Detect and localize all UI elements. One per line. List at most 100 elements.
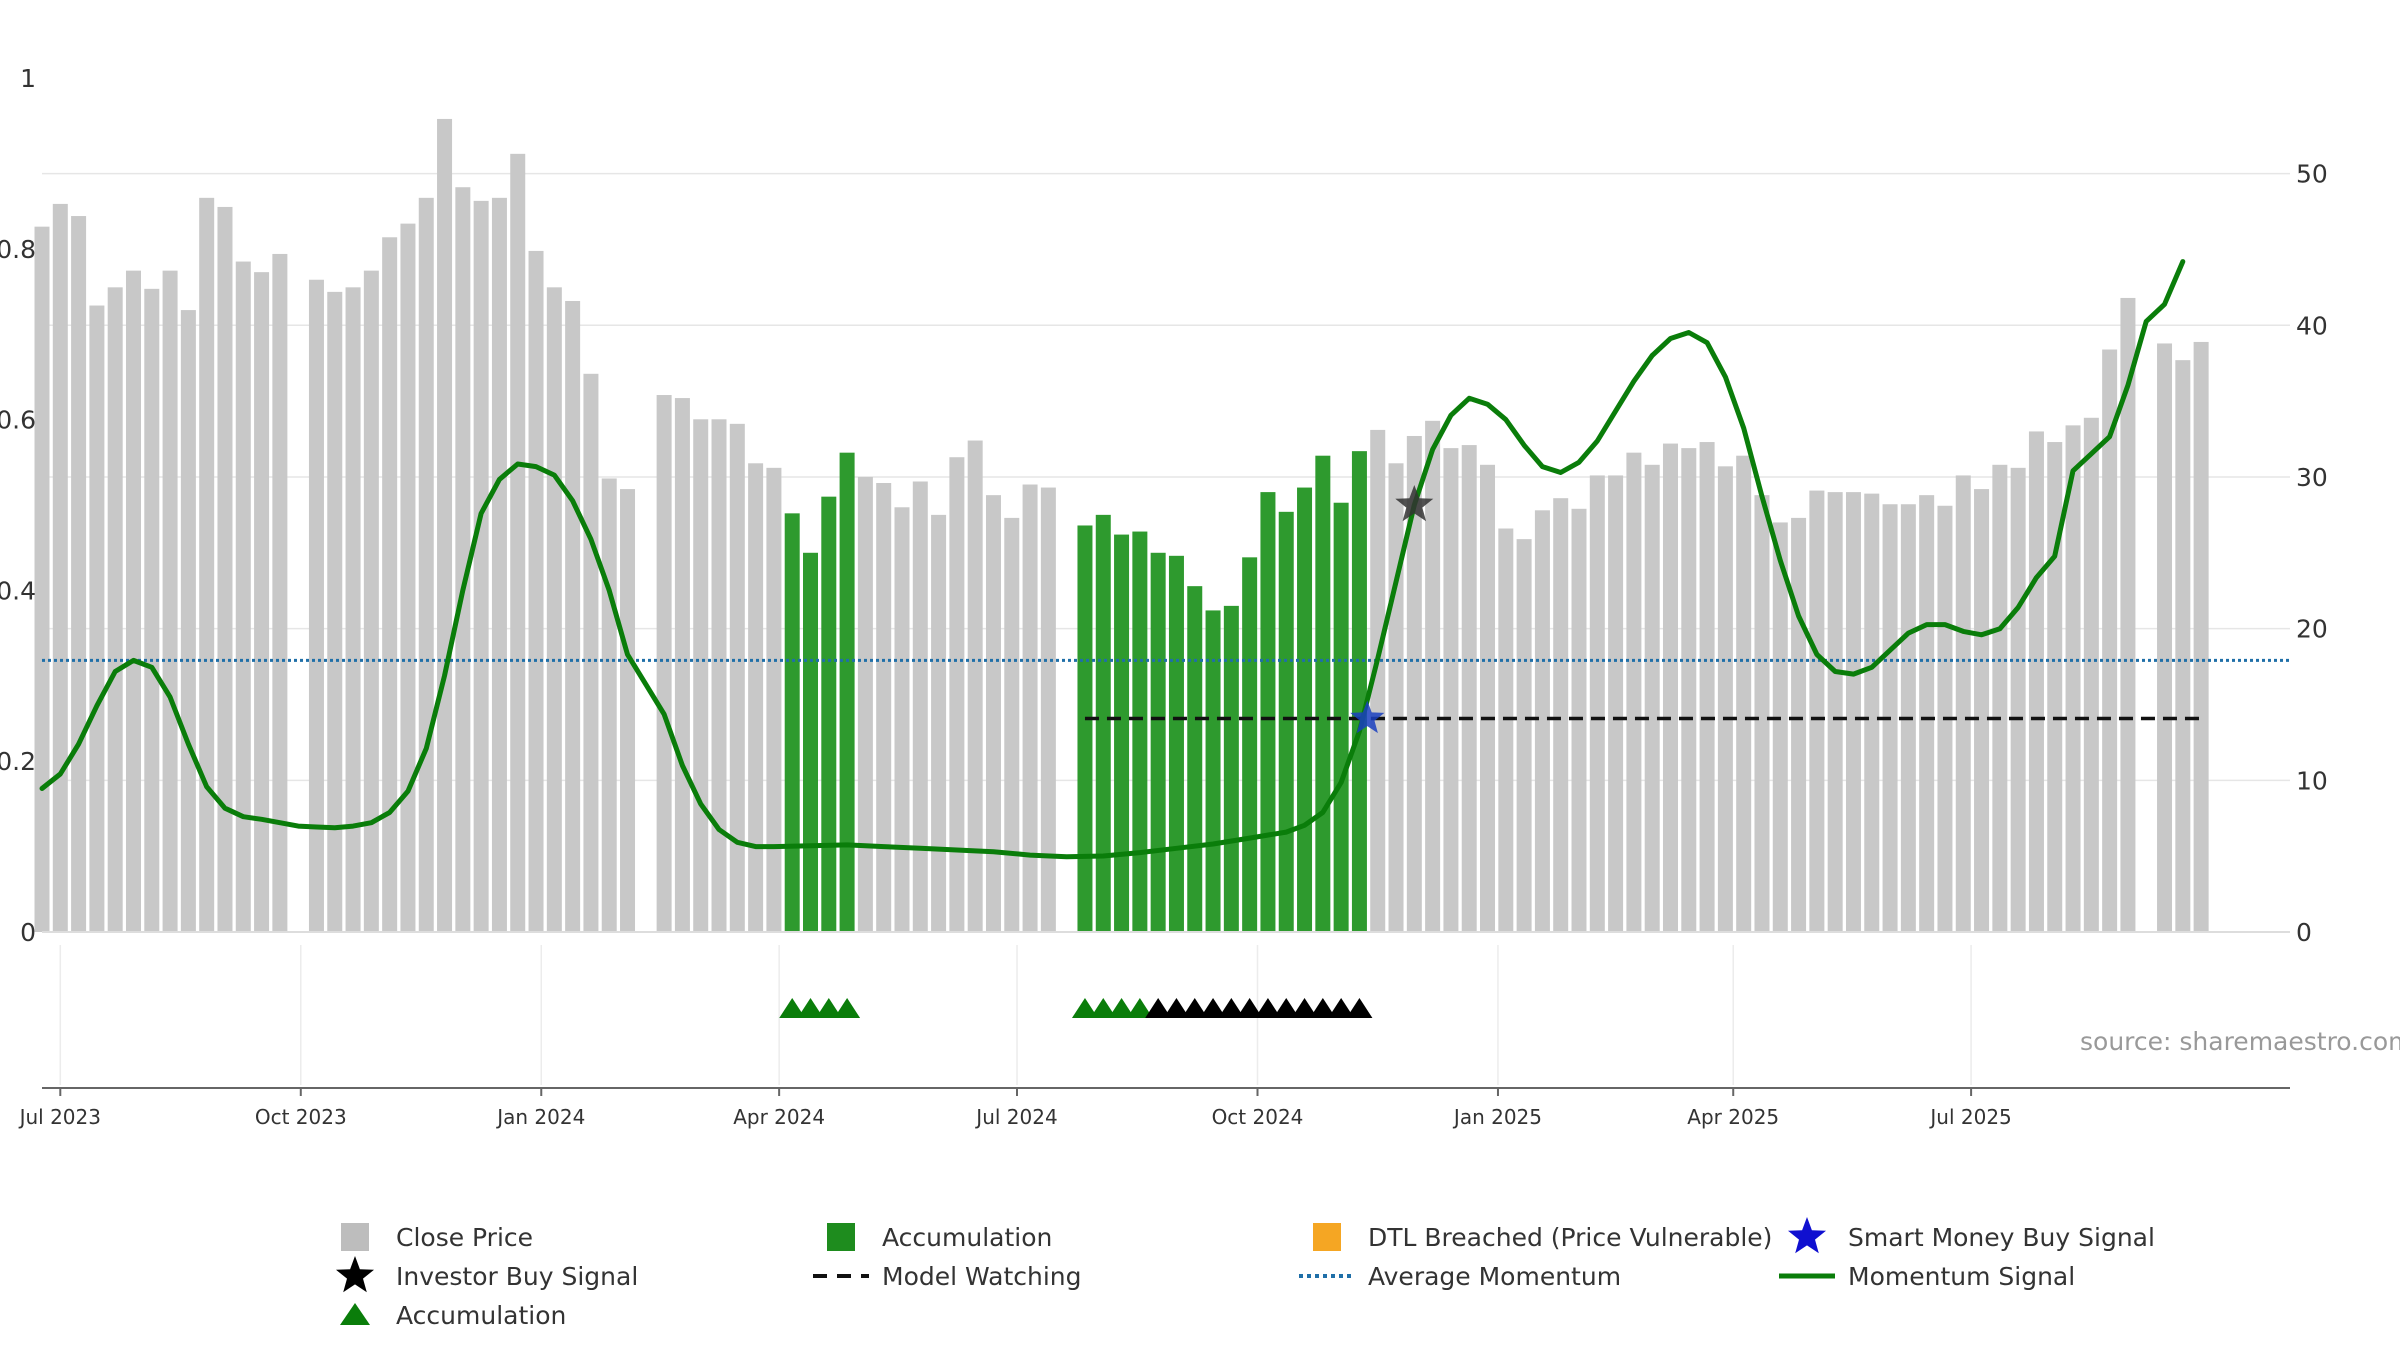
accumulation-triangle-black (1236, 998, 1263, 1018)
marker-layer (779, 485, 1434, 1018)
close-price-bar (1553, 498, 1569, 932)
legend-item-model_watching: Model Watching (813, 1262, 1082, 1291)
accumulation-bar (803, 552, 819, 932)
close-price-bar (546, 287, 562, 932)
legend-label: Smart Money Buy Signal (1848, 1223, 2155, 1252)
accumulation-triangle-black (1273, 998, 1300, 1018)
close-price-bar (89, 305, 105, 932)
close-price-bar (1040, 487, 1056, 932)
accumulation-triangle (815, 998, 842, 1018)
close-price-bar (1589, 475, 1605, 932)
legend-label: Momentum Signal (1848, 1262, 2075, 1291)
smart-money-buy-star (1350, 700, 1385, 734)
close-price-bar (1772, 522, 1788, 932)
close-price-bar (1845, 492, 1861, 932)
accumulation-bar (1242, 557, 1258, 932)
close-price-bar (766, 467, 782, 932)
close-price-bar (400, 223, 416, 933)
close-price-bar (180, 310, 196, 933)
accumulation-triangle (834, 998, 861, 1018)
close-price-bar (71, 216, 87, 932)
close-price-bar (1608, 475, 1624, 932)
close-price-bar (510, 153, 526, 932)
x-axis-tick-label: Jul 2025 (1928, 1105, 2011, 1129)
close-price-bar (1827, 492, 1843, 932)
close-price-bar (857, 476, 873, 932)
legend-green-square-icon (827, 1223, 855, 1251)
legend-label: Investor Buy Signal (396, 1262, 638, 1291)
x-axis-tick-label: Jul 2024 (974, 1105, 1057, 1129)
close-price-bar (565, 300, 581, 932)
left-axis-tick-label: 0.8 (0, 235, 36, 264)
right-axis-tick-label: 40 (2296, 311, 2328, 340)
close-price-bar (1498, 528, 1514, 932)
close-price-bar (620, 489, 636, 932)
accumulation-triangle (1090, 998, 1117, 1018)
close-price-bar (1955, 475, 1971, 932)
accumulation-triangle (1071, 998, 1098, 1018)
legend-label: Close Price (396, 1223, 533, 1252)
left-axis-tick-label: 0 (20, 918, 36, 947)
close-price-bar (601, 478, 617, 932)
close-price-bar (1974, 489, 1990, 932)
accumulation-bar (1150, 552, 1166, 932)
accumulation-bar (1132, 531, 1148, 932)
close-price-bar (1717, 466, 1733, 932)
accumulation-triangle-black (1346, 998, 1373, 1018)
accumulation-triangle-black (1200, 998, 1227, 1018)
x-axis-tick-label: Oct 2023 (255, 1105, 347, 1129)
legend-blue-star-icon (1788, 1217, 1826, 1254)
close-price-bar (1864, 493, 1880, 932)
close-price-bar (235, 261, 251, 932)
bar-layer (34, 118, 2209, 933)
x-axis-tick-label: Jul 2023 (18, 1105, 101, 1129)
line-layer (39, 259, 2290, 860)
close-price-bar (876, 483, 892, 932)
accumulation-bar (1315, 455, 1331, 932)
accumulation-bar (1351, 451, 1367, 932)
legend-item-investor_buy: Investor Buy Signal (336, 1256, 638, 1293)
close-price-bar (711, 419, 727, 932)
close-price-bar (2065, 425, 2081, 932)
right-axis-tick-label: 30 (2296, 463, 2328, 492)
close-price-bar (418, 197, 434, 933)
close-price-bar (1004, 517, 1020, 932)
left-axis-tick-label: 0.4 (0, 576, 36, 605)
close-price-bar (1754, 495, 1770, 932)
close-price-bar (985, 495, 1001, 932)
legend-item-accumulation_tri: Accumulation (340, 1301, 566, 1330)
close-price-bar (729, 423, 745, 932)
legend: Close Price Accumulation DTL Breached (Pri… (336, 1217, 2155, 1330)
close-price-bar (217, 206, 233, 933)
close-price-bar (52, 203, 68, 933)
accumulation-bar (1187, 586, 1203, 932)
close-price-bar (967, 440, 983, 932)
x-axis-tick-label: Jan 2025 (1452, 1105, 1542, 1129)
accumulation-bar (1205, 610, 1221, 932)
close-price-bar (583, 373, 599, 932)
close-price-bar (162, 270, 178, 933)
close-price-bar (2193, 341, 2209, 933)
accumulation-triangle (797, 998, 824, 1018)
close-price-bar (1992, 464, 2008, 932)
right-axis-tick-label: 20 (2296, 615, 2328, 644)
accumulation-bar (1077, 525, 1093, 932)
close-price-bar (455, 187, 471, 933)
accumulation-triangle (1108, 998, 1135, 1018)
legend-orange-square-icon (1313, 1223, 1341, 1251)
legend-label: Accumulation (396, 1301, 566, 1330)
close-price-bar (144, 288, 160, 932)
close-price-bar (363, 270, 379, 933)
close-price-bar (1516, 539, 1532, 932)
close-price-bar (1681, 448, 1697, 932)
close-price-bar (254, 272, 270, 932)
accumulation-bar (1297, 487, 1313, 932)
accumulation-triangle (779, 998, 806, 1018)
close-price-bar (2102, 349, 2118, 933)
accumulation-bar (1168, 555, 1184, 932)
close-price-bar (1791, 517, 1807, 932)
investor-buy-star (1395, 485, 1434, 522)
close-price-bar (2010, 467, 2026, 932)
